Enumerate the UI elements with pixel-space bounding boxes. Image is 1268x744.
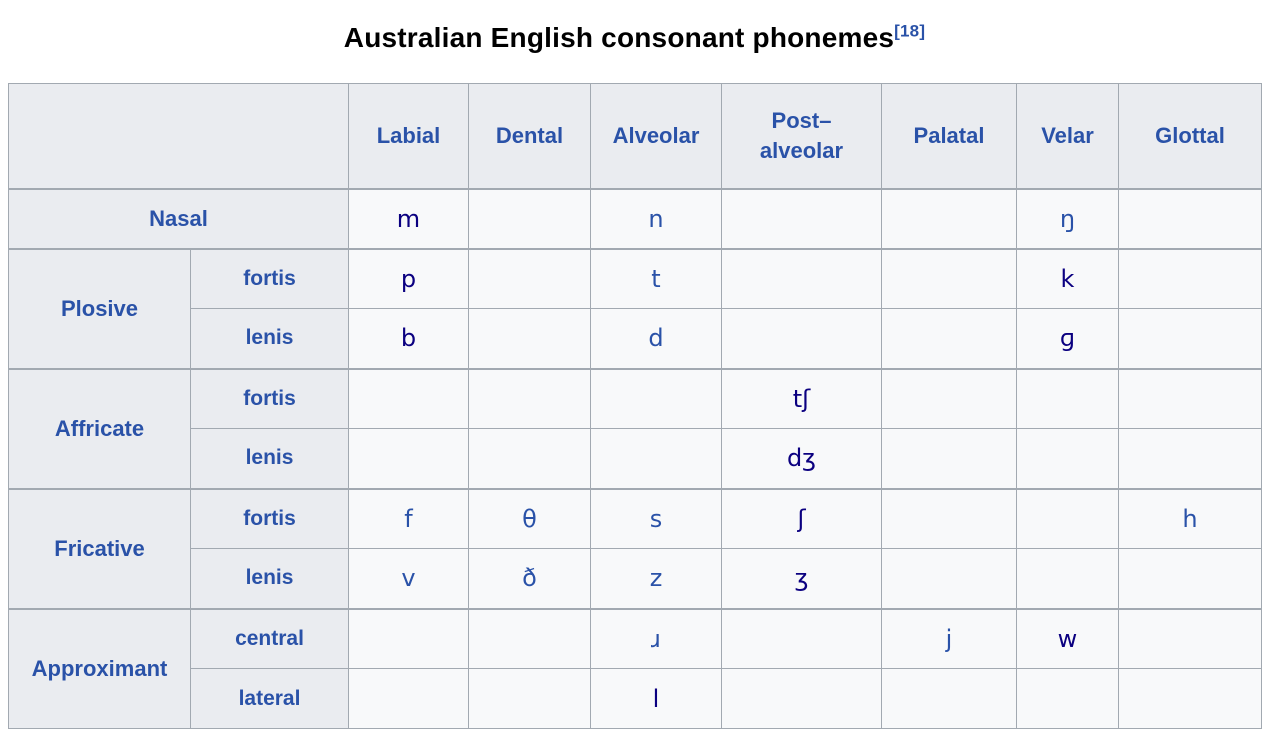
empty-cell: [468, 308, 591, 369]
phoneme-b[interactable]: b: [348, 308, 469, 369]
phoneme-w[interactable]: w: [1016, 607, 1119, 669]
row-subheader-lenis[interactable]: lenis: [190, 428, 349, 489]
phoneme-d[interactable]: d: [590, 308, 722, 369]
phoneme-ezh[interactable]: ʒ: [721, 548, 882, 609]
empty-cell: [1118, 308, 1262, 369]
empty-cell: [881, 548, 1017, 609]
header-row: Labial Dental Alveolar Post– alveolar Pa…: [8, 83, 1262, 189]
phoneme-turned-r[interactable]: ɹ: [590, 607, 722, 669]
empty-cell: [590, 428, 722, 489]
empty-cell: [1118, 367, 1262, 429]
phoneme-eng[interactable]: ŋ: [1016, 187, 1119, 249]
row-subheader-lenis[interactable]: lenis: [190, 548, 349, 609]
empty-cell: [468, 428, 591, 489]
empty-cell: [468, 668, 591, 729]
column-header-velar[interactable]: Velar: [1016, 83, 1119, 189]
phoneme-eth[interactable]: ð: [468, 548, 591, 609]
table-title: Australian English consonant phonemes[18…: [8, 22, 1261, 54]
empty-cell: [1118, 428, 1262, 489]
empty-cell: [1016, 487, 1119, 549]
reference-link[interactable]: [18]: [894, 21, 926, 41]
row-header-approximant[interactable]: Approximant: [8, 607, 191, 729]
phoneme-p[interactable]: p: [348, 247, 469, 309]
empty-cell: [881, 308, 1017, 369]
row-nasal: Nasal m n ŋ: [8, 187, 1262, 249]
phoneme-m[interactable]: m: [348, 187, 469, 249]
row-subheader-lenis[interactable]: lenis: [190, 308, 349, 369]
empty-cell: [721, 187, 882, 249]
empty-cell: [721, 308, 882, 369]
phoneme-tsh[interactable]: tʃ: [721, 367, 882, 429]
phoneme-k[interactable]: k: [1016, 247, 1119, 309]
column-header-labial[interactable]: Labial: [348, 83, 469, 189]
row-approximant-lateral: lateral l: [9, 668, 1262, 729]
row-approximant-central: Approximant central ɹ j w: [8, 607, 1262, 729]
phoneme-f[interactable]: f: [348, 487, 469, 549]
empty-cell: [1118, 247, 1262, 309]
empty-cell: [348, 607, 469, 669]
empty-cell: [1016, 668, 1119, 729]
row-plosive-lenis: lenis b d ɡ: [9, 308, 1262, 369]
row-header-affricate[interactable]: Affricate: [8, 367, 191, 489]
row-subheader-fortis[interactable]: fortis: [190, 247, 349, 309]
column-header-dental[interactable]: Dental: [468, 83, 591, 189]
phoneme-l[interactable]: l: [590, 668, 722, 729]
phoneme-n[interactable]: n: [590, 187, 722, 249]
row-plosive-fortis: Plosive fortis p t k: [8, 247, 1262, 369]
empty-cell: [590, 367, 722, 429]
phoneme-h[interactable]: h: [1118, 487, 1262, 549]
empty-cell: [881, 187, 1017, 249]
phoneme-t[interactable]: t: [590, 247, 722, 309]
row-subheader-central[interactable]: central: [190, 607, 349, 669]
empty-cell: [1016, 367, 1119, 429]
empty-cell: [468, 187, 591, 249]
row-header-plosive[interactable]: Plosive: [8, 247, 191, 369]
empty-cell: [348, 428, 469, 489]
phoneme-theta[interactable]: θ: [468, 487, 591, 549]
empty-cell: [721, 247, 882, 309]
row-subheader-fortis[interactable]: fortis: [190, 367, 349, 429]
row-fricative-lenis: lenis v ð z ʒ: [9, 548, 1262, 609]
empty-cell: [1118, 607, 1262, 669]
empty-cell: [1016, 548, 1119, 609]
empty-cell: [468, 367, 591, 429]
phoneme-s[interactable]: s: [590, 487, 722, 549]
empty-cell: [1118, 187, 1262, 249]
corner-cell: [8, 83, 349, 189]
consonant-phonemes-table: Labial Dental Alveolar Post– alveolar Pa…: [8, 83, 1262, 729]
phoneme-v[interactable]: v: [348, 548, 469, 609]
phoneme-j[interactable]: j: [881, 607, 1017, 669]
empty-cell: [1118, 548, 1262, 609]
row-header-nasal[interactable]: Nasal: [8, 187, 349, 249]
empty-cell: [468, 607, 591, 669]
phoneme-z[interactable]: z: [590, 548, 722, 609]
row-header-fricative[interactable]: Fricative: [8, 487, 191, 609]
empty-cell: [881, 428, 1017, 489]
row-affricate-lenis: lenis dʒ: [9, 428, 1262, 489]
column-header-postalveolar[interactable]: Post– alveolar: [721, 83, 882, 189]
row-fricative-fortis: Fricative fortis f θ s ʃ h: [8, 487, 1262, 609]
table-title-text: Australian English consonant phonemes: [343, 22, 895, 53]
empty-cell: [721, 668, 882, 729]
row-subheader-lateral[interactable]: lateral: [190, 668, 349, 729]
row-affricate-fortis: Affricate fortis tʃ: [8, 367, 1262, 489]
column-header-glottal[interactable]: Glottal: [1118, 83, 1262, 189]
empty-cell: [881, 668, 1017, 729]
row-subheader-fortis[interactable]: fortis: [190, 487, 349, 549]
empty-cell: [468, 247, 591, 309]
empty-cell: [348, 367, 469, 429]
phoneme-g[interactable]: ɡ: [1016, 308, 1119, 369]
empty-cell: [1016, 428, 1119, 489]
empty-cell: [881, 487, 1017, 549]
column-header-alveolar[interactable]: Alveolar: [590, 83, 722, 189]
empty-cell: [1118, 668, 1262, 729]
empty-cell: [881, 367, 1017, 429]
empty-cell: [881, 247, 1017, 309]
empty-cell: [348, 668, 469, 729]
column-header-palatal[interactable]: Palatal: [881, 83, 1017, 189]
phoneme-dzh[interactable]: dʒ: [721, 428, 882, 489]
phoneme-esh[interactable]: ʃ: [721, 487, 882, 549]
empty-cell: [721, 607, 882, 669]
